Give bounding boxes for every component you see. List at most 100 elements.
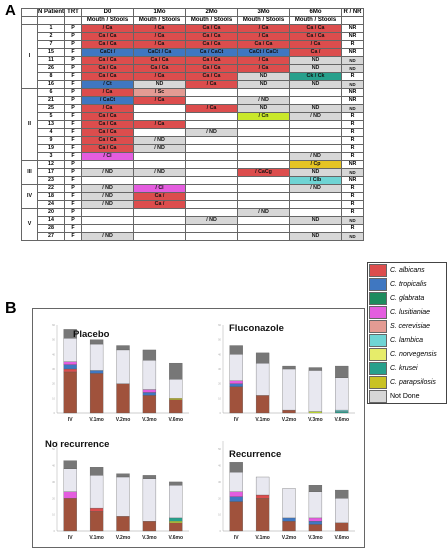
response-cell: R xyxy=(341,208,365,217)
bar-segment xyxy=(116,476,130,517)
stacked-chart: 0 10 20 30 40 50 IV V.1mo V.2mo V.3mo V.6mo No recu… xyxy=(45,439,189,541)
result-cell xyxy=(237,144,291,153)
result-cell: Ca / Ca xyxy=(185,40,239,49)
table-row: 16 F / Ct ND / Ca ND ND ND xyxy=(22,80,365,89)
result-cell xyxy=(185,120,239,129)
result-cell xyxy=(185,184,239,193)
result-cell: / Ca xyxy=(133,32,187,41)
subheader: Mouth / Stools xyxy=(237,16,291,25)
result-cell: Ca / Ca xyxy=(81,56,135,65)
result-cell: Ca / Ca xyxy=(185,24,239,33)
treatment-code: F xyxy=(64,128,83,137)
x-tick-label: V.3mo xyxy=(308,535,323,541)
result-cell xyxy=(185,192,239,201)
patient-number: 2 xyxy=(36,32,66,41)
table-row: 14 P / ND ND ND xyxy=(22,216,365,225)
bar-segment xyxy=(89,339,104,345)
result-cell: / Ca xyxy=(185,104,239,113)
result-cell: ND xyxy=(289,216,343,225)
stacked-chart: 0 10 20 30 40 50 60 IV V.1mo V.2mo V.3mo V.6mo Place… xyxy=(52,323,189,423)
table-row: 18 F / ND Ca / R xyxy=(22,192,365,201)
legend-item: Not Done xyxy=(368,389,446,403)
patient-number: 27 xyxy=(36,232,66,241)
result-cell: Ca / Ca xyxy=(185,56,239,65)
charts-panel: 0 10 20 30 40 50 60 IV V.1mo V.2mo V.3mo V.6mo Place… xyxy=(32,308,365,548)
bar-segment xyxy=(169,521,183,523)
result-cell: / Ca xyxy=(185,80,239,89)
result-cell xyxy=(133,152,187,161)
result-cell xyxy=(185,152,239,161)
bar-segment xyxy=(282,368,296,411)
bar-segment xyxy=(255,498,270,532)
patient-number: 25 xyxy=(36,104,66,113)
patient-number: 15 xyxy=(36,48,66,57)
response-cell: R xyxy=(341,136,365,145)
response-cell: R xyxy=(341,40,365,49)
result-cell: ND xyxy=(237,80,291,89)
patient-number: 11 xyxy=(36,56,66,65)
result-cell: / CaCg xyxy=(237,168,291,177)
legend-swatch xyxy=(369,291,387,305)
bar-segment xyxy=(169,379,183,399)
patient-number: 24 xyxy=(36,200,66,209)
y-tick-label: 50 xyxy=(52,447,55,451)
group-label: III xyxy=(21,160,38,185)
bar-segment xyxy=(229,345,243,355)
result-cell xyxy=(185,144,239,153)
result-cell: Ca / Ca xyxy=(81,120,135,129)
result-cell: Ca / Ca xyxy=(81,72,135,81)
response-cell: ND xyxy=(341,216,365,225)
result-cell: / ND xyxy=(81,192,135,201)
treatment-code: F xyxy=(64,176,83,185)
result-cell: / Ca xyxy=(237,24,291,33)
response-cell: NR xyxy=(341,88,365,97)
result-cell xyxy=(133,128,187,137)
patient-number: 20 xyxy=(36,208,66,217)
table-row: 23 F / Clb NR xyxy=(22,176,365,185)
result-cell xyxy=(237,136,291,145)
bar-segment xyxy=(142,389,157,393)
treatment-code: P xyxy=(64,64,83,73)
table-row: 9 F Ca / Ca / ND R xyxy=(22,136,365,145)
table-row: 8 F Ca / Ca / Ca Ca / Ca ND Ck / Ck R xyxy=(22,72,365,81)
d0-header: D0 xyxy=(81,8,135,17)
bar-segment xyxy=(308,411,323,414)
result-cell: / Cp xyxy=(289,160,343,169)
result-cell: Ca / Ca xyxy=(133,56,187,65)
bar-segment xyxy=(308,367,323,371)
result-cell: / Ca xyxy=(289,40,343,49)
trt-header: TRT xyxy=(64,8,83,17)
result-cell xyxy=(185,232,239,241)
legend-label: C. lambica xyxy=(390,336,424,344)
result-cell: Ca / Ca xyxy=(289,24,343,33)
result-cell: / Sc xyxy=(133,88,187,97)
result-cell xyxy=(237,216,291,225)
treatment-code: P xyxy=(64,88,83,97)
bar-segment xyxy=(89,467,104,476)
table-row: 19 F Ca / Ca / ND R xyxy=(22,144,365,153)
result-cell: / Ca xyxy=(237,56,291,65)
result-cell: / Clb xyxy=(289,176,343,185)
result-cell xyxy=(237,192,291,201)
patient-number: 17 xyxy=(36,168,66,177)
result-cell: CaCt / CaCt xyxy=(237,48,291,57)
result-cell xyxy=(185,200,239,209)
legend-label: C. krusei xyxy=(390,364,418,372)
bar-segment xyxy=(308,521,323,525)
y-tick-label: 10 xyxy=(218,513,221,517)
bar-segment xyxy=(89,373,104,414)
bar-segment xyxy=(169,522,183,532)
patient-number: 21 xyxy=(36,96,66,105)
result-cell: Ca / Ca xyxy=(81,136,135,145)
bar-segment xyxy=(308,524,323,532)
x-tick-label: V.1mo xyxy=(255,417,270,423)
response-cell: R xyxy=(341,112,365,121)
treatment-code: F xyxy=(64,144,83,153)
result-cell: Ca / Ca xyxy=(81,40,135,49)
bar-segment xyxy=(63,460,77,469)
result-cell: / ND xyxy=(81,232,135,241)
result-cell xyxy=(289,96,343,105)
subheader: Mouth / Stools xyxy=(185,16,239,25)
result-cell: / Ca xyxy=(133,72,187,81)
bar-segment xyxy=(282,365,296,370)
